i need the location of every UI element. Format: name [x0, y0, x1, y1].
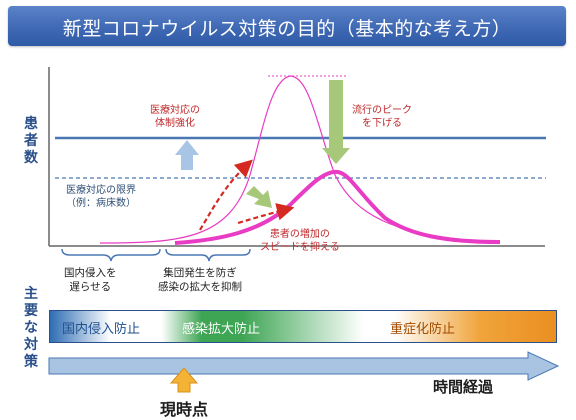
measures-band: 国内侵入防止 感染拡大防止 重症化防止: [49, 310, 557, 343]
annotation-line: 医療対応の限界: [66, 185, 136, 196]
measure-entry-prevention: 国内侵入防止: [62, 322, 141, 337]
phase-line: 感染の拡大を抑制: [158, 281, 242, 293]
lower-peak-annotation: 流行のピーク を下げる: [352, 104, 412, 130]
title-bar: 新型コロナウイルス対策の目的（基本的な考え方）: [8, 6, 566, 46]
capacity-limit-annotation: 医療対応の限界 （例：病床数）: [66, 184, 136, 210]
measures-title: 主 要 な 対 策: [22, 286, 40, 371]
curved-dashed-arrow-icon: [199, 159, 253, 231]
phase-line: 国内侵入を: [64, 267, 117, 279]
bracket-icon: [61, 248, 161, 262]
annotation-line: （例：病床数）: [66, 198, 136, 209]
measures-title-char: 要: [24, 303, 38, 319]
phase-delay-entry: 国内侵入を 遅らせる: [64, 266, 117, 294]
annotation-line: を下げる: [362, 118, 402, 129]
diagonal-arrow-icon: [246, 186, 272, 208]
up-arrow-icon: [175, 140, 199, 170]
time-axis-label: 時間経過: [433, 378, 494, 396]
phase-line: 遅らせる: [69, 281, 112, 293]
y-axis-title: 患 者 数: [22, 116, 40, 167]
bracket-icon: [165, 248, 251, 262]
measure-spread-prevention: 感染拡大防止: [182, 322, 261, 337]
down-arrow-icon: [322, 80, 350, 164]
medical-strengthen-annotation: 医療対応の 体制強化: [150, 104, 200, 130]
flattened-curve: [174, 169, 501, 245]
measures-title-char: 対: [24, 337, 38, 353]
annotation-line: スピードを抑える: [260, 242, 340, 253]
measure-severity-prevention: 重症化防止: [390, 322, 456, 337]
now-label: 現時点: [160, 400, 209, 419]
unmitigated-curve: [99, 75, 501, 244]
y-axis-title-char: 者: [24, 133, 38, 149]
annotation-line: 医療対応の: [150, 105, 200, 116]
y-axis-title-char: 数: [24, 150, 38, 166]
y-axis-title-char: 患: [24, 116, 38, 132]
phase-line: 集団発生を防ぎ: [163, 267, 237, 279]
measures-title-char: 主: [24, 286, 38, 302]
annotation-line: 体制強化: [155, 118, 195, 129]
annotation-line: 流行のピーク: [352, 105, 412, 116]
page-title: 新型コロナウイルス対策の目的（基本的な考え方）: [62, 18, 512, 40]
now-pointer-icon: [169, 367, 199, 393]
curved-dashed-arrow-icon: [237, 203, 295, 225]
measures-title-char: 策: [24, 354, 38, 370]
annotation-line: 患者の増加の: [269, 229, 330, 240]
measures-title-char: な: [24, 320, 38, 336]
slow-increase-annotation: 患者の増加の スピードを抑える: [260, 228, 340, 254]
phase-prevent-spread: 集団発生を防ぎ 感染の拡大を抑制: [158, 266, 242, 294]
time-arrow-icon: [48, 351, 560, 381]
